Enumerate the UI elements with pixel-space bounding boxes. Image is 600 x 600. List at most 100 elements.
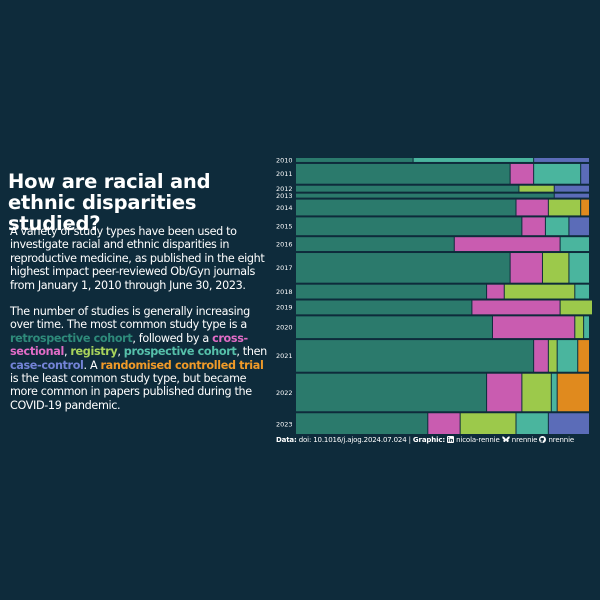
segment-case-control (569, 217, 589, 236)
segment-case-control (581, 163, 589, 184)
segment-registry (504, 284, 575, 299)
segment-registry (575, 316, 584, 339)
year-row-2021: 2021 (276, 340, 589, 372)
segment-cross-sectional (472, 300, 560, 315)
segment-retrospective-cohort (296, 413, 428, 434)
github-handle: nrennie (548, 436, 575, 444)
year-row-2012: 2012 (276, 185, 589, 193)
segment-cross-sectional (454, 237, 560, 252)
year-label: 2016 (276, 240, 293, 248)
segment-retrospective-cohort (296, 163, 510, 184)
segment-retrospective-cohort (296, 316, 492, 339)
segment-prospective-cohort (560, 237, 589, 252)
keyword-registry: registry (70, 345, 118, 359)
year-label: 2014 (276, 204, 293, 212)
year-label: 2015 (276, 223, 293, 231)
page-title: How are racial and ethnic disparities st… (8, 170, 211, 235)
segment-randomised-controlled-trial (581, 199, 589, 216)
segment-retrospective-cohort (296, 300, 472, 315)
segment-prospective-cohort (569, 253, 589, 283)
intro-paragraph: A variety of study types have been used … (10, 225, 265, 292)
bluesky-handle: nrennie (511, 436, 538, 444)
year-label: 2019 (276, 304, 293, 312)
year-label: 2023 (276, 420, 293, 428)
year-label: 2011 (276, 170, 293, 178)
github-icon (539, 436, 547, 445)
caption-divider: | (408, 436, 411, 444)
keyword-randomised-controlled-trial: randomised controlled trial (100, 358, 264, 372)
year-label: 2010 (276, 156, 293, 164)
year-label: 2018 (276, 288, 293, 296)
year-label: 2022 (276, 389, 293, 397)
segment-retrospective-cohort (296, 193, 554, 198)
segment-cross-sectional (534, 340, 548, 372)
segment-retrospective-cohort (296, 253, 510, 283)
year-label: 2017 (276, 264, 293, 272)
linkedin-icon (447, 436, 455, 445)
linkedin-handle: nicola-rennie (456, 436, 500, 444)
segment-randomised-controlled-trial (557, 373, 589, 412)
year-row-2019: 2019 (276, 300, 592, 315)
segment-retrospective-cohort (296, 237, 454, 252)
segment-prospective-cohort (545, 217, 569, 236)
year-row-2016: 2016 (276, 237, 589, 252)
segment-retrospective-cohort (296, 185, 519, 192)
data-label: Data: (276, 436, 297, 444)
segment-prospective-cohort (534, 163, 581, 184)
segment-retrospective-cohort (296, 340, 534, 372)
summary-text-2: , followed by a (132, 331, 209, 345)
segment-case-control (554, 185, 589, 192)
year-row-2011: 2011 (276, 163, 589, 184)
year-label: 2012 (276, 185, 293, 193)
segment-prospective-cohort (516, 413, 548, 434)
year-row-2010: 2010 (276, 156, 589, 164)
segment-retrospective-cohort (296, 217, 522, 236)
year-row-2018: 2018 (276, 284, 589, 299)
year-row-2017: 2017 (276, 253, 589, 283)
segment-randomised-controlled-trial (578, 340, 589, 372)
data-source: doi: 10.1016/j.ajog.2024.07.024 (298, 436, 407, 444)
segment-prospective-cohort (584, 316, 589, 339)
segment-cross-sectional (487, 373, 522, 412)
segment-cross-sectional (522, 217, 545, 236)
segment-prospective-cohort (557, 340, 578, 372)
summary-paragraph: The number of studies is generally incre… (10, 305, 272, 412)
summary-sep-3: , then (236, 345, 267, 359)
bluesky-icon (502, 436, 510, 445)
segment-registry (522, 373, 551, 412)
segment-registry (548, 199, 581, 216)
summary-sep-1: , (63, 345, 68, 359)
segment-retrospective-cohort (296, 373, 487, 412)
keyword-retrospective-cohort: retrospective cohort (10, 331, 133, 345)
segment-retrospective-cohort (296, 284, 487, 299)
segment-case-control (534, 158, 589, 162)
segment-registry (460, 413, 516, 434)
segment-registry (548, 340, 557, 372)
summary-text-1: The number of studies is generally incre… (10, 305, 250, 332)
year-row-2013: 2013 (276, 192, 589, 200)
year-row-2014: 2014 (276, 199, 589, 216)
year-row-2023: 2023 (276, 413, 589, 434)
summary-sep-2: , (117, 345, 121, 359)
segment-retrospective-cohort (296, 199, 516, 216)
segment-case-control (554, 193, 589, 198)
segment-retrospective-cohort (296, 158, 413, 162)
graphic-label: Graphic: (412, 436, 445, 444)
segment-prospective-cohort (551, 373, 557, 412)
year-label: 2020 (276, 324, 293, 332)
segment-case-control (548, 413, 589, 434)
segment-cross-sectional (428, 413, 460, 434)
year-row-2022: 2022 (276, 373, 589, 412)
segment-cross-sectional (510, 253, 542, 283)
segment-cross-sectional (510, 163, 534, 184)
caption: Data: doi: 10.1016/j.ajog.2024.07.024 | … (276, 436, 596, 445)
keyword-prospective-cohort: prospective cohort (123, 345, 237, 359)
keyword-case-control: case-control (10, 358, 84, 372)
year-row-2020: 2020 (276, 316, 589, 339)
segment-prospective-cohort (413, 158, 534, 162)
keyword-cross-sectional: cross-sectional (10, 331, 248, 359)
summary-text-4: is the least common study type, but beca… (10, 372, 252, 412)
summary-text-3: . A (83, 358, 98, 372)
year-row-2015: 2015 (276, 217, 589, 236)
